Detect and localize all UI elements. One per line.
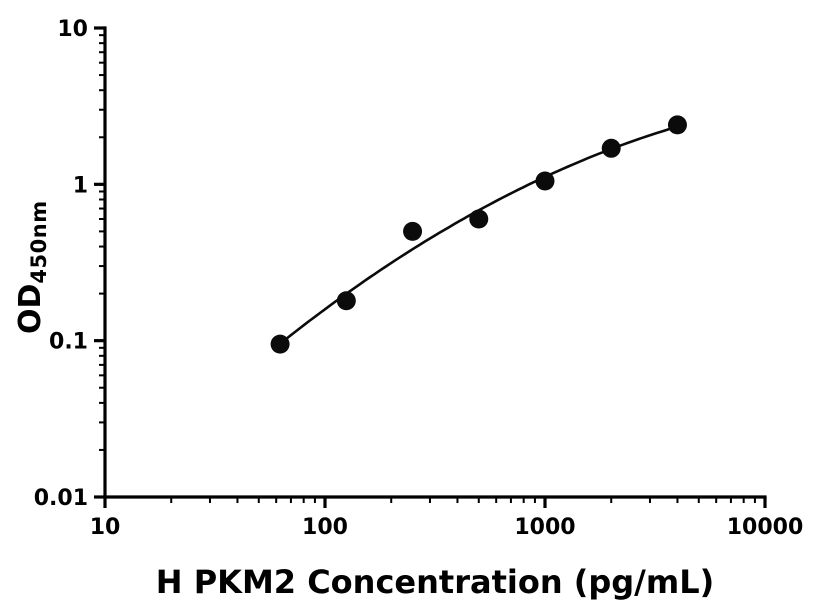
y-tick-label: 1	[73, 173, 88, 198]
data-point	[535, 171, 555, 191]
x-tick-label: 10	[90, 515, 121, 540]
data-point	[601, 138, 621, 158]
y-tick-label: 0.01	[34, 486, 88, 511]
y-axis-label-main: OD	[13, 283, 48, 334]
x-axis-label: H PKM2 Concentration (pg/mL)	[155, 563, 715, 601]
data-point	[469, 209, 489, 229]
x-tick-label: 1000	[514, 515, 575, 540]
y-axis-label: OD450nm	[13, 200, 51, 334]
x-tick-label: 10000	[727, 515, 804, 540]
data-point	[667, 115, 687, 135]
x-tick-label: 100	[302, 515, 348, 540]
y-tick-label: 0.1	[49, 330, 88, 355]
fit-curve	[279, 125, 678, 345]
y-tick-label: 10	[57, 17, 88, 42]
data-point	[403, 221, 423, 241]
data-point	[270, 334, 290, 354]
data-point	[336, 291, 356, 311]
y-axis-label-subscript: 450nm	[27, 200, 51, 284]
